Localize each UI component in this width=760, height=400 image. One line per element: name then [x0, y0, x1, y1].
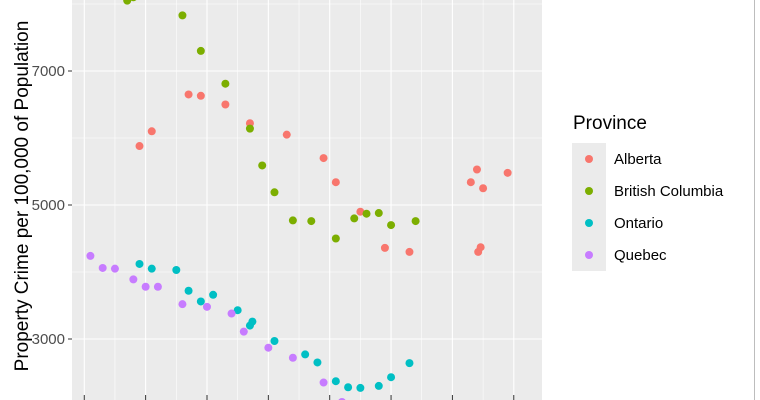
data-point	[221, 79, 230, 88]
data-point	[405, 247, 414, 256]
data-point	[344, 383, 353, 392]
data-point	[221, 100, 230, 109]
data-point	[245, 124, 254, 133]
data-point	[411, 217, 420, 226]
data-point	[331, 178, 340, 187]
y-axis: 3000 5000 7000	[32, 63, 515, 400]
data-point	[466, 178, 475, 187]
data-point	[270, 188, 279, 197]
data-point	[503, 168, 512, 177]
data-point	[331, 234, 340, 243]
data-point	[301, 350, 310, 359]
legend-key-dot	[585, 219, 593, 227]
y-tick-label: 5000	[32, 197, 65, 214]
data-point	[476, 243, 485, 252]
data-point	[227, 309, 236, 318]
series-quebec	[86, 251, 346, 400]
data-point	[178, 300, 187, 309]
data-point	[387, 373, 396, 382]
data-point	[288, 216, 297, 225]
legend-item: British Columbia	[572, 175, 724, 207]
data-point	[313, 358, 322, 367]
y-axis-title: Property Crime per 100,000 of Population	[12, 21, 33, 372]
grid-minor	[72, 0, 542, 400]
data-point	[319, 378, 328, 387]
data-point	[319, 154, 328, 163]
data-point	[135, 259, 144, 268]
legend-item: Alberta	[572, 143, 662, 175]
data-point	[264, 343, 273, 352]
legend-title: Province	[573, 113, 647, 134]
data-point	[350, 214, 359, 223]
data-point	[196, 297, 205, 306]
data-point	[184, 286, 193, 295]
data-point	[172, 265, 181, 274]
data-point	[380, 243, 389, 252]
data-point	[233, 306, 242, 315]
y-tick-label: 3000	[32, 331, 65, 348]
data-point	[184, 90, 193, 99]
data-point	[98, 263, 107, 272]
data-point	[141, 282, 150, 291]
data-point	[135, 142, 144, 151]
data-point	[196, 91, 205, 100]
legend-label: Ontario	[614, 215, 663, 232]
y-tick-label: 7000	[32, 63, 65, 80]
data-point	[331, 377, 340, 386]
grid-major	[72, 0, 542, 400]
legend-item: Quebec	[572, 239, 667, 271]
data-point	[209, 290, 218, 299]
legend-label: British Columbia	[614, 183, 724, 200]
legend-label: Quebec	[614, 247, 667, 264]
data-point	[153, 282, 162, 291]
data-point	[374, 381, 383, 390]
data-point	[356, 207, 365, 216]
data-point	[248, 317, 257, 326]
data-point	[202, 302, 211, 311]
series-ontario	[135, 259, 414, 392]
plot-panel	[72, 0, 542, 400]
data-point	[130, 0, 137, 2]
legend-key-dot	[585, 155, 593, 163]
data-point	[307, 217, 316, 226]
right-frame-border	[754, 0, 755, 400]
legend-label: Alberta	[614, 151, 662, 168]
data-point	[472, 165, 481, 174]
data-point	[110, 264, 119, 273]
data-point	[405, 359, 414, 368]
data-point	[479, 184, 488, 193]
data-point	[356, 383, 365, 392]
legend: Province Alberta British Columbia Ontario Q…	[572, 113, 724, 271]
data-point	[338, 397, 346, 400]
data-point	[178, 11, 187, 20]
data-point	[387, 221, 396, 230]
data-point	[288, 353, 297, 362]
legend-item: Ontario	[572, 207, 663, 239]
data-point	[147, 127, 156, 136]
data-point	[362, 209, 371, 218]
data-point	[129, 275, 138, 284]
data-point	[282, 130, 291, 139]
legend-key-dot	[585, 187, 593, 195]
data-point	[86, 251, 95, 260]
legend-key-dot	[585, 251, 593, 259]
data-point	[270, 337, 279, 346]
series-british-columbia	[123, 0, 420, 243]
points-layer	[86, 0, 512, 400]
data-point	[196, 46, 205, 55]
data-point	[239, 327, 248, 336]
data-point	[258, 161, 267, 170]
data-point	[147, 264, 156, 273]
data-point	[123, 0, 132, 5]
data-point	[374, 209, 383, 218]
